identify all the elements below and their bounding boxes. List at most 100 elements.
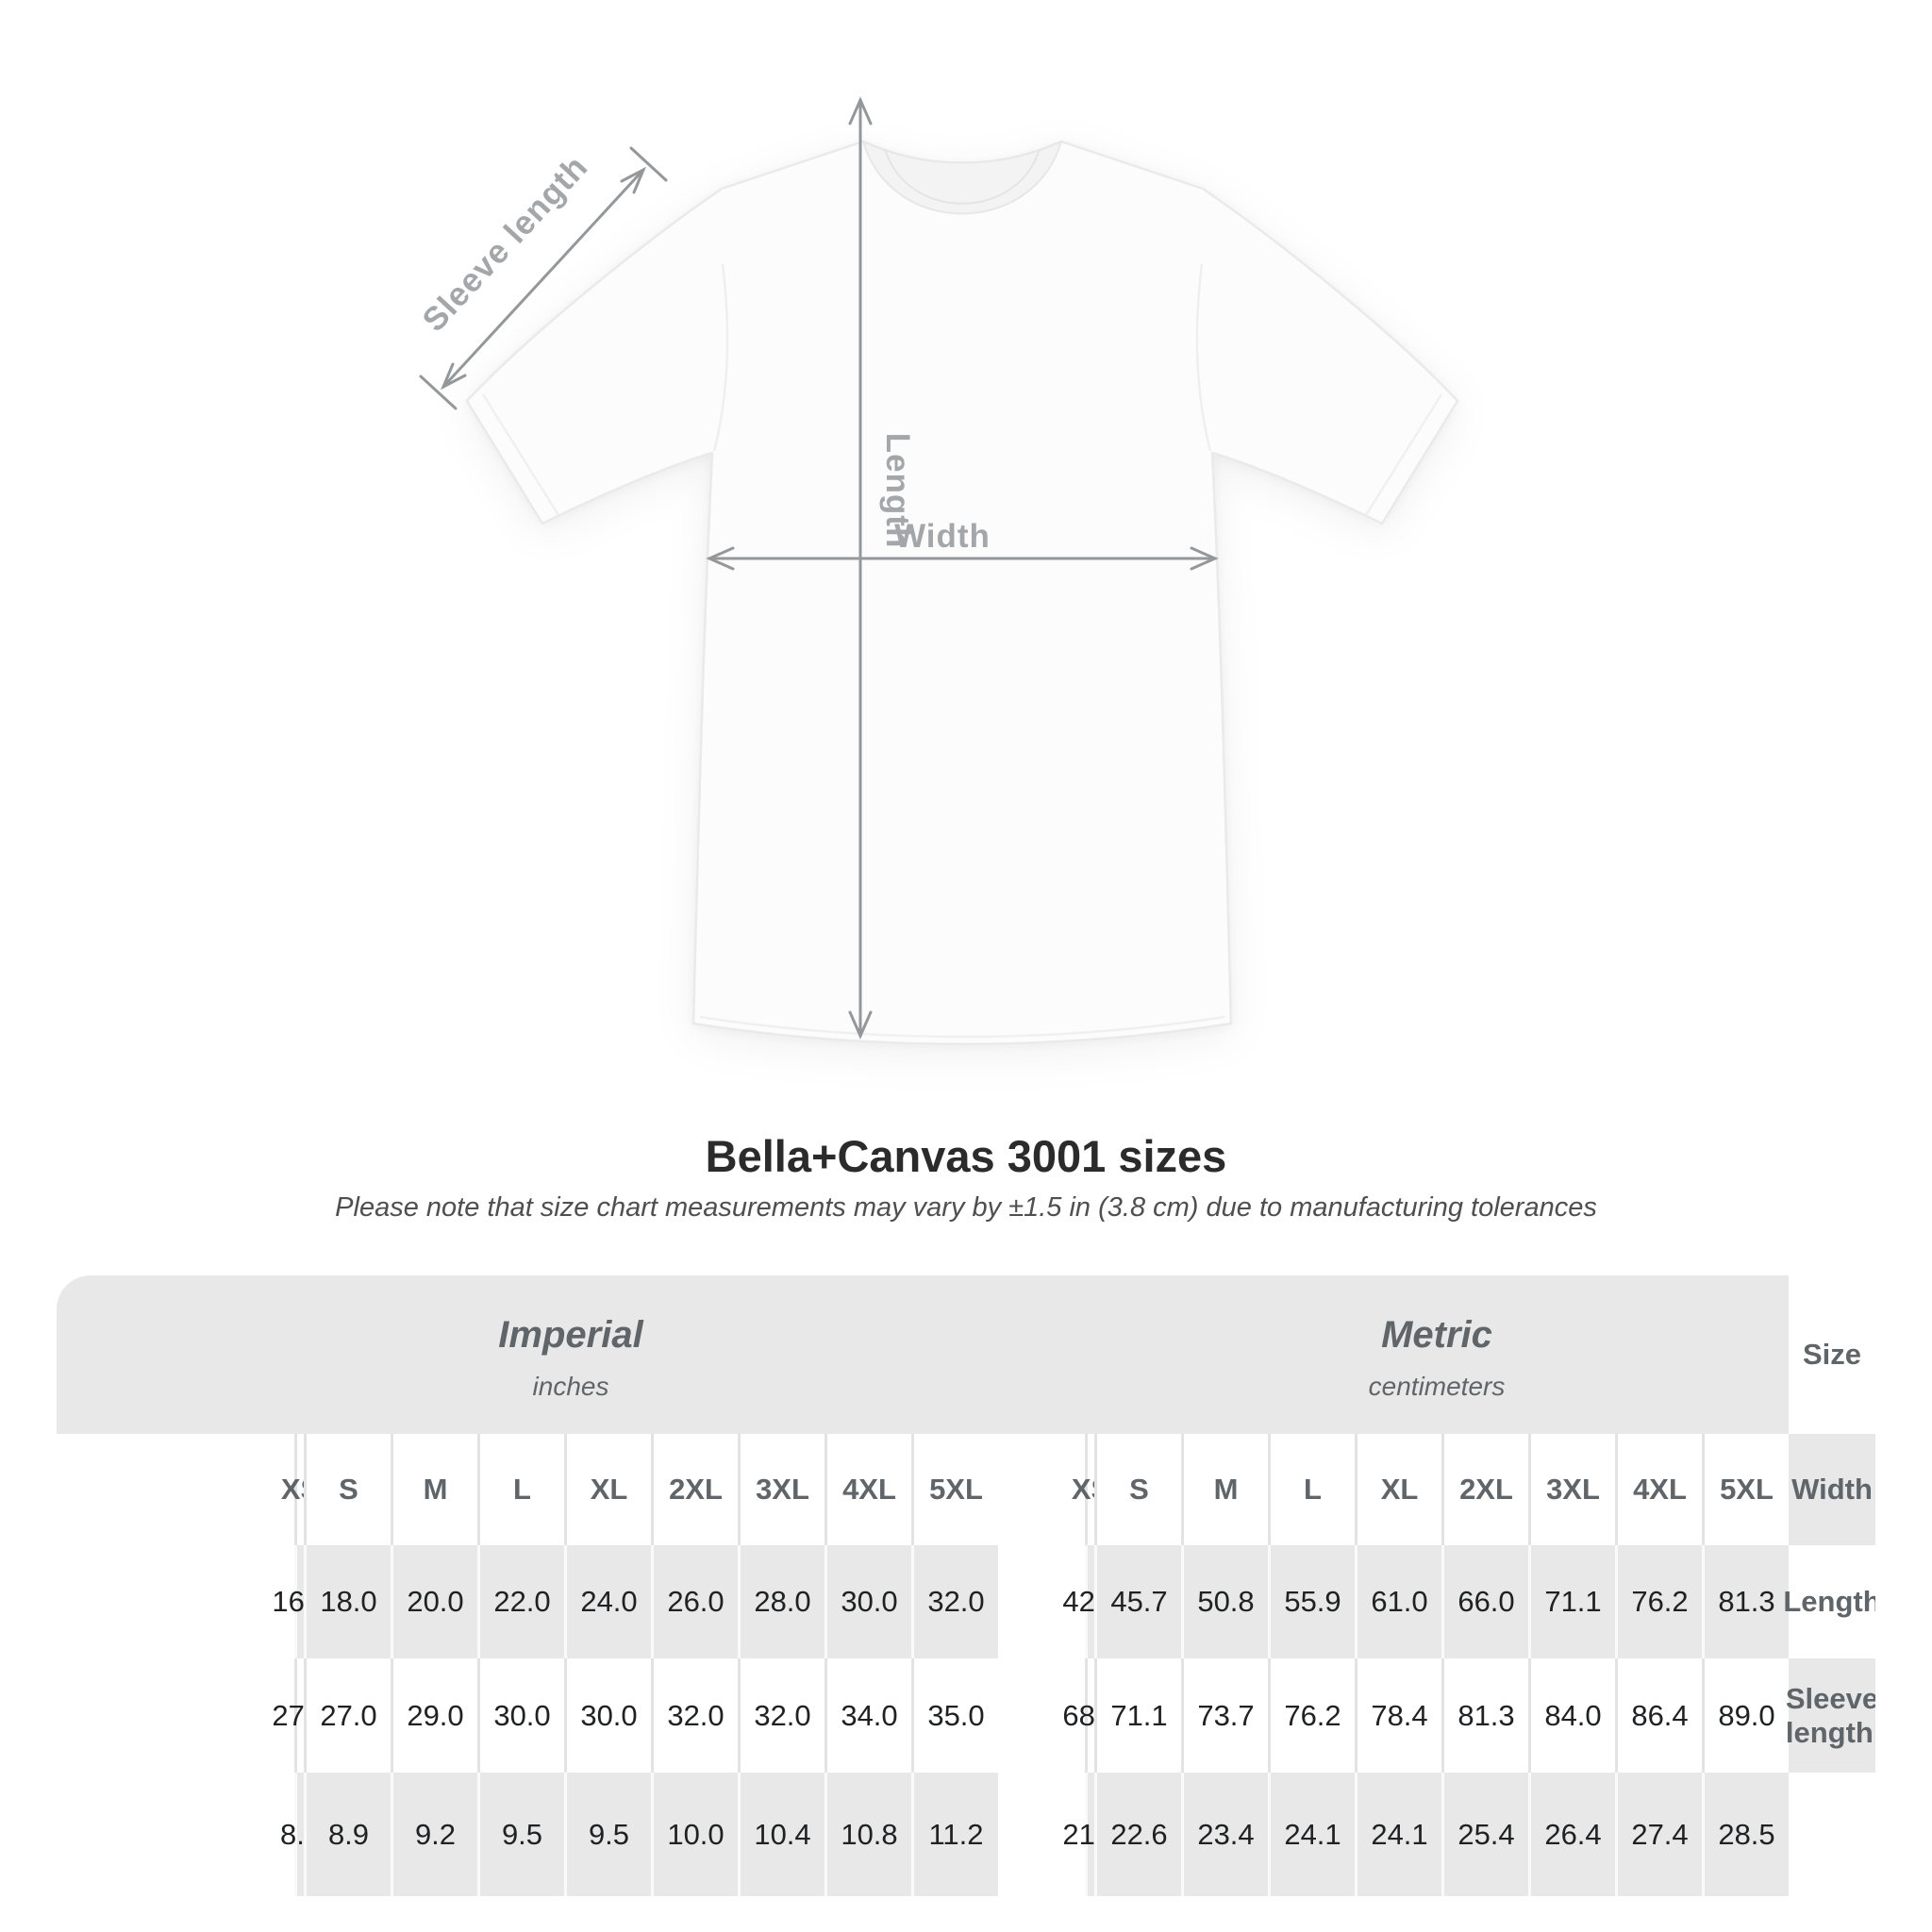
size-col-header: XS: [281, 1434, 320, 1545]
tolerance-note: Please note that size chart measurements…: [335, 1192, 1597, 1223]
unit-group-name: Imperial: [498, 1313, 643, 1356]
table-cell: 42.0: [1062, 1545, 1120, 1658]
column-gap: [57, 1773, 294, 1896]
table-cell: 32.0: [911, 1545, 998, 1658]
table-cell: 24.1: [1268, 1773, 1355, 1896]
sleeve-hem-right: [1364, 393, 1443, 516]
size-col-header: 4XL: [1615, 1434, 1702, 1545]
table-cell: 18.0: [304, 1545, 391, 1658]
table-cell: 84.0: [1528, 1658, 1615, 1773]
column-gap: [998, 1773, 1085, 1896]
table-cell: 50.8: [1181, 1545, 1268, 1658]
size-col-header: XL: [1355, 1434, 1441, 1545]
sleeve-hem-left: [481, 393, 560, 516]
tshirt-outline: [465, 140, 1459, 1045]
table-cell: 10.0: [651, 1773, 738, 1896]
table-cell: 9.5: [564, 1773, 651, 1896]
table-cell: 78.4: [1355, 1658, 1441, 1773]
table-cell: 55.9: [1268, 1545, 1355, 1658]
imperial-header-group: Imperial inches: [57, 1275, 1085, 1434]
column-gap: [57, 1545, 294, 1658]
size-col-header: M: [1181, 1434, 1268, 1545]
table-cell: 34.0: [824, 1658, 911, 1773]
table-cell: 22.0: [477, 1545, 564, 1658]
row-label: Length: [1783, 1545, 1875, 1658]
size-col-header: L: [1268, 1434, 1355, 1545]
table-cell: 28.0: [738, 1545, 824, 1658]
table-cell: 61.0: [1355, 1545, 1441, 1658]
table-cell: 71.1: [1094, 1658, 1181, 1773]
table-cell: 20.0: [391, 1545, 477, 1658]
width-arrow: [706, 546, 1219, 571]
table-cell: 8.9: [304, 1773, 391, 1896]
collar-band-seam: [884, 148, 1041, 205]
unit-group-unit: centimeters: [1368, 1371, 1506, 1401]
table-cell: 27.0: [304, 1658, 391, 1773]
tshirt-size-diagram: Sleeve length Length Width: [415, 96, 1459, 1045]
table-cell: 27.4: [1615, 1773, 1702, 1896]
size-col-header: M: [391, 1434, 477, 1545]
size-col-header: L: [477, 1434, 564, 1545]
neck-opening: [861, 140, 1063, 215]
table-cell: 10.8: [824, 1773, 911, 1896]
table-cell: 76.2: [1615, 1545, 1702, 1658]
table-cell: 81.3: [1441, 1658, 1528, 1773]
size-chart-table: Imperial inches Metric centimeters Size X…: [57, 1275, 1875, 1896]
table-cell: 86.4: [1615, 1658, 1702, 1773]
bottom-hem-stitch: [699, 1015, 1225, 1039]
table-cell: 30.0: [564, 1658, 651, 1773]
table-cell: 35.0: [911, 1658, 998, 1773]
sleeve-length-arrow: [419, 146, 668, 410]
table-cell: 30.0: [824, 1545, 911, 1658]
table-cell: 32.0: [738, 1658, 824, 1773]
column-gap: [57, 1658, 294, 1773]
size-col-header: 5XL: [911, 1434, 998, 1545]
column-gap: [998, 1658, 1085, 1773]
table-cell: 10.4: [738, 1773, 824, 1896]
table-cell: 9.2: [391, 1773, 477, 1896]
table-cell: 68.5: [1062, 1658, 1120, 1773]
table-cell: 25.4: [1441, 1773, 1528, 1896]
table-cell: 32.0: [651, 1658, 738, 1773]
size-col-header: 5XL: [1702, 1434, 1789, 1545]
table-cell: 76.2: [1268, 1658, 1355, 1773]
table-cell: 30.0: [477, 1658, 564, 1773]
table-cell: 23.4: [1181, 1773, 1268, 1896]
size-col-header: 3XL: [738, 1434, 824, 1545]
size-col-header: S: [304, 1434, 391, 1545]
table-cell: 11.2: [911, 1773, 998, 1896]
table-cell: 28.5: [1702, 1773, 1789, 1896]
table-cell: 26.0: [651, 1545, 738, 1658]
size-col-header: 3XL: [1528, 1434, 1615, 1545]
tshirt-illustration: [465, 140, 1459, 1045]
size-header-label: Size: [1789, 1275, 1875, 1434]
table-cell: 27.0: [272, 1658, 329, 1773]
size-col-header: 2XL: [651, 1434, 738, 1545]
length-label: Length: [879, 433, 916, 549]
column-gap: [998, 1434, 1085, 1545]
table-cell: 71.1: [1528, 1545, 1615, 1658]
table-cell: 66.0: [1441, 1545, 1528, 1658]
table-cell: 29.0: [391, 1658, 477, 1773]
unit-group-name: Metric: [1381, 1313, 1492, 1356]
size-col-header: XL: [564, 1434, 651, 1545]
page-title: Bella+Canvas 3001 sizes: [705, 1131, 1227, 1181]
length-arrow: [848, 96, 873, 1040]
size-col-header: S: [1094, 1434, 1181, 1545]
size-col-header: XS: [1072, 1434, 1110, 1545]
table-cell: 9.5: [477, 1773, 564, 1896]
row-label: Sleeve length: [1786, 1658, 1875, 1773]
metric-header-group: Metric centimeters: [1085, 1275, 1789, 1434]
table-cell: 24.0: [564, 1545, 651, 1658]
table-cell: 8.6: [280, 1773, 321, 1896]
column-gap: [998, 1545, 1085, 1658]
size-col-header: 2XL: [1441, 1434, 1528, 1545]
table-cell: 22.6: [1094, 1773, 1181, 1896]
unit-group-unit: inches: [532, 1371, 609, 1401]
size-col-header: 4XL: [824, 1434, 911, 1545]
sleeve-seam-right: [1195, 263, 1212, 452]
table-cell: 81.3: [1702, 1545, 1789, 1658]
table-cell: 16.5: [272, 1545, 329, 1658]
table-cell: 24.1: [1355, 1773, 1441, 1896]
table-cell: 89.0: [1702, 1658, 1789, 1773]
